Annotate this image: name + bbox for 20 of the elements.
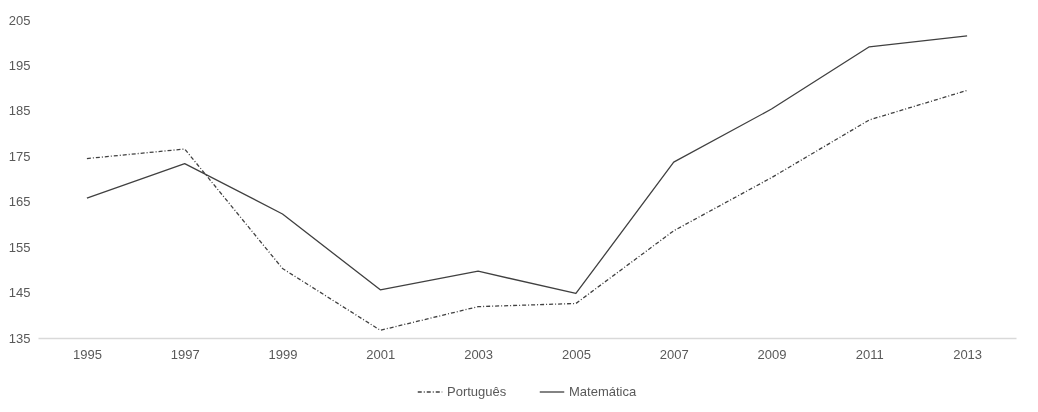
y-tick-label: 135 (8, 330, 31, 346)
y-tick-label: 145 (8, 285, 31, 301)
x-tick-label: 2001 (366, 346, 396, 362)
y-tick-label: 175 (8, 148, 31, 164)
y-tick-label: 205 (8, 12, 31, 28)
x-tick-label: 2007 (659, 346, 689, 362)
x-tick-label: 1999 (268, 346, 298, 362)
x-tick-label: 2009 (757, 346, 787, 362)
x-tick-label: 2013 (953, 346, 983, 362)
x-tick-label: 1997 (170, 346, 200, 362)
y-tick-label: 195 (8, 57, 31, 73)
y-tick-label: 165 (8, 194, 31, 210)
legend-label: Português (447, 384, 507, 399)
x-tick-label: 1995 (72, 346, 102, 362)
legend-label: Matemática (569, 384, 637, 399)
y-tick-label: 185 (8, 103, 31, 119)
y-tick-label: 155 (8, 239, 31, 255)
x-tick-label: 2003 (464, 346, 494, 362)
x-tick-label: 2011 (855, 346, 884, 362)
x-tick-label: 2005 (561, 346, 591, 362)
